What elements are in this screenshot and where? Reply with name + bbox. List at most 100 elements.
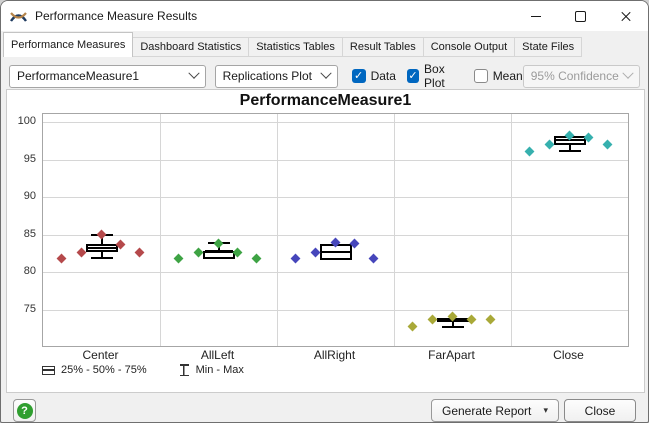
checkbox-label: Mean (492, 69, 523, 83)
close-button[interactable]: Close (564, 399, 636, 422)
minimize-icon (530, 15, 541, 17)
box-quartiles-icon (42, 365, 55, 375)
dropdown-arrow-icon: ▾ (543, 405, 548, 415)
data-point (485, 314, 496, 324)
title-bar: Performance Measure Results (1, 1, 648, 31)
median-line (87, 246, 116, 249)
tab-bar: Performance Measures Dashboard Statistics… (1, 31, 648, 57)
gridline (43, 234, 628, 236)
min-max-icon (178, 364, 190, 376)
legend-item: Min - Max (178, 364, 244, 376)
y-axis-labels: 100 95 90 85 80 75 (9, 113, 38, 345)
gridline (511, 114, 512, 346)
data-point (134, 247, 145, 258)
tab-statistics-tables[interactable]: Statistics Tables (249, 37, 343, 57)
median-line (321, 251, 350, 254)
legend-label: Min - Max (195, 364, 244, 376)
box-plot-allleft (202, 250, 235, 259)
whisker (568, 144, 571, 151)
x-axis-label-farapart: FarApart (428, 348, 475, 362)
median-line (204, 249, 233, 252)
x-axis-label-allright: AllRight (313, 348, 356, 362)
tab-console-output[interactable]: Console Output (423, 37, 516, 57)
checkbox-mean[interactable]: Mean (473, 69, 523, 83)
help-icon: ? (16, 402, 33, 419)
data-point (368, 253, 379, 264)
plot-area (42, 113, 629, 347)
y-tick-label: 80 (23, 265, 36, 278)
whisker-cap (558, 149, 581, 152)
help-button[interactable]: ? (13, 399, 36, 422)
x-axis-label-center: Center (82, 348, 119, 362)
y-tick-label: 85 (23, 227, 36, 240)
data-point (96, 229, 107, 240)
data-point (524, 146, 535, 157)
chevron-down-icon (319, 67, 332, 79)
chart-title: PerformanceMeasure1 (239, 92, 412, 109)
whisker (451, 320, 454, 327)
median-line (555, 139, 584, 142)
gridline (277, 114, 278, 346)
app-logo-icon (10, 8, 28, 24)
toolbar: PerformanceMeasure1 Replications Plot ✓ D… (1, 57, 648, 90)
gridline (43, 310, 628, 311)
checkbox-box-plot[interactable]: ✓ Box Plot (406, 62, 463, 90)
gridline (43, 122, 628, 124)
close-window-button[interactable] (603, 1, 648, 31)
confidence-dropdown: 95% Confidence (522, 64, 640, 88)
gridline (394, 114, 395, 346)
unchecked-box-icon (473, 69, 488, 83)
chevron-down-icon (622, 67, 634, 79)
gridline (43, 159, 628, 161)
data-point (213, 238, 224, 249)
data-point (290, 253, 301, 264)
performance-measure-dropdown[interactable]: PerformanceMeasure1 (9, 64, 206, 88)
window-title: Performance Measure Results (35, 9, 198, 23)
checkbox-data[interactable]: ✓ Data (351, 69, 396, 83)
chart-panel: PerformanceMeasure1 100 95 90 85 80 75 Center… (6, 89, 645, 393)
performance-measure-dropdown-value: PerformanceMeasure1 (17, 69, 140, 83)
gridline (43, 197, 628, 199)
generate-report-label: Generate Report (442, 403, 532, 418)
close-button-label: Close (584, 403, 616, 418)
maximize-button[interactable] (558, 1, 603, 31)
legend-label: 25% - 50% - 75% (61, 364, 147, 376)
chart-legend: 25% - 50% - 75% Min - Max (42, 364, 244, 376)
gridline (160, 114, 161, 346)
tab-result-tables[interactable]: Result Tables (342, 37, 424, 57)
data-point (56, 253, 67, 264)
whisker-cap (90, 257, 113, 260)
window-controls (513, 1, 648, 31)
whisker-cap (441, 325, 464, 328)
chevron-down-icon (187, 67, 200, 79)
checkbox-group: ✓ Data ✓ Box Plot Mean (351, 62, 523, 90)
generate-report-button[interactable]: Generate Report ▾ (431, 399, 559, 422)
y-tick-label: 75 (23, 303, 36, 315)
maximize-icon (575, 10, 586, 22)
tab-dashboard-statistics[interactable]: Dashboard Statistics (133, 37, 250, 57)
gridline (43, 272, 628, 274)
plot-type-dropdown[interactable]: Replications Plot (214, 64, 338, 88)
plot-type-dropdown-value: Replications Plot (222, 69, 312, 83)
y-tick-label: 90 (23, 190, 36, 203)
checked-box-icon: ✓ (351, 69, 366, 83)
x-axis-label-close: Close (553, 348, 584, 362)
x-axis-label-allleft: AllLeft (200, 348, 235, 362)
minimize-button[interactable] (513, 1, 558, 31)
data-point (427, 314, 438, 324)
data-point (407, 321, 418, 332)
data-point (173, 253, 184, 264)
close-icon (620, 10, 632, 22)
legend-item: 25% - 50% - 75% (42, 364, 147, 376)
checked-box-icon: ✓ (406, 69, 420, 83)
data-point (466, 314, 477, 324)
data-point (251, 253, 262, 264)
tab-state-files[interactable]: State Files (515, 37, 583, 57)
checkbox-label: Box Plot (424, 62, 445, 90)
y-tick-label: 100 (17, 115, 36, 128)
checkbox-label: Data (370, 69, 396, 83)
y-tick-label: 95 (23, 152, 36, 165)
confidence-dropdown-value: 95% Confidence (530, 69, 619, 83)
tab-performance-measures[interactable]: Performance Measures (3, 32, 134, 57)
